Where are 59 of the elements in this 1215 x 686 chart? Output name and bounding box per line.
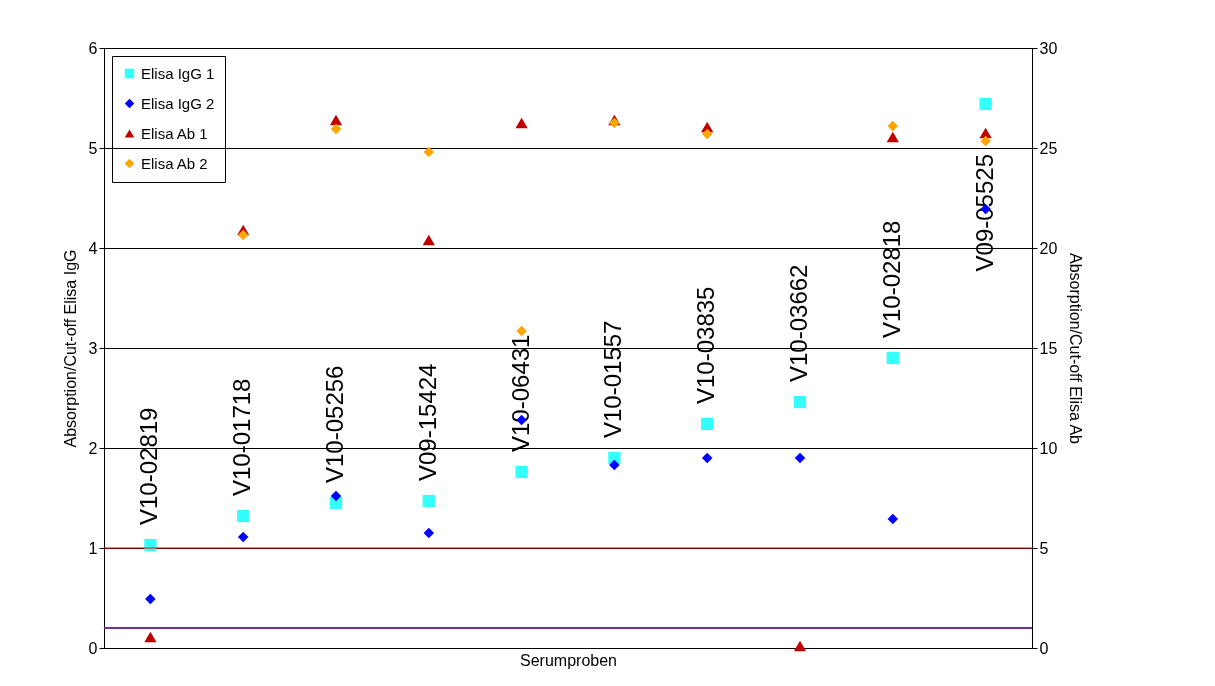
point [793,640,807,652]
y-tick-label: 1 [88,539,98,557]
y-tick-label: 0 [88,639,98,657]
legend-label: Elisa IgG 1 [141,64,215,82]
x-tick-label: V10-06431 [506,334,534,452]
point [422,234,435,246]
x-tick-label: V10-01718 [228,378,256,496]
y2-tick-label: 25 [1039,139,1058,157]
y2-tick-label: 20 [1039,239,1058,257]
y2-tick-label: 0 [1039,639,1049,657]
point [887,120,899,132]
point [701,128,713,140]
point [237,509,250,523]
y-tick-label: 6 [88,39,98,57]
x-tick-label: V10-03835 [692,286,720,404]
point [979,97,992,111]
x-axis-title: Serumproben [520,651,617,669]
point [330,490,342,502]
y2-tick-label: 5 [1039,539,1049,557]
point [793,395,807,409]
point [144,631,157,643]
y2-tick-label: 30 [1039,39,1058,57]
y-tick-label: 4 [88,239,98,257]
legend-label: Elisa Ab 1 [141,124,208,142]
point [886,131,899,143]
legend-label: Elisa Ab 2 [141,154,208,172]
x-tick-label: V09-05525 [970,154,998,272]
y-tick-label: 3 [88,339,98,357]
point [701,417,714,431]
y2-tick-label: 10 [1039,439,1058,457]
point [515,465,528,479]
y-tick-label: 2 [88,439,98,457]
point [145,593,156,605]
point [980,135,991,147]
point [422,494,435,508]
y2-axis-title: Absorption/Cut-off Elisa Ab [1067,253,1085,445]
point [608,451,621,465]
x-tick-label: V10-05256 [321,365,348,483]
point [237,229,249,241]
x-tick-label: V10-03662 [785,264,812,382]
point [237,531,249,543]
x-tick-label: V10-02818 [877,220,905,338]
point [794,452,806,464]
point [701,452,713,464]
point [423,527,435,539]
point [329,114,343,126]
y2-tick-label: 15 [1039,339,1058,357]
y-tick-label: 5 [88,139,98,157]
point [515,117,528,129]
y-axis-title: Absorption/Cut-off Elisa IgG [61,249,79,448]
point [886,351,899,365]
point [330,123,342,135]
x-tick-label: V09-15424 [413,363,441,481]
point [423,146,435,158]
point [887,513,899,525]
x-tick-label: V10-01557 [599,320,627,438]
point [609,459,620,471]
x-tick-label: V10-02819 [135,407,163,525]
legend-label: Elisa IgG 2 [141,94,215,112]
